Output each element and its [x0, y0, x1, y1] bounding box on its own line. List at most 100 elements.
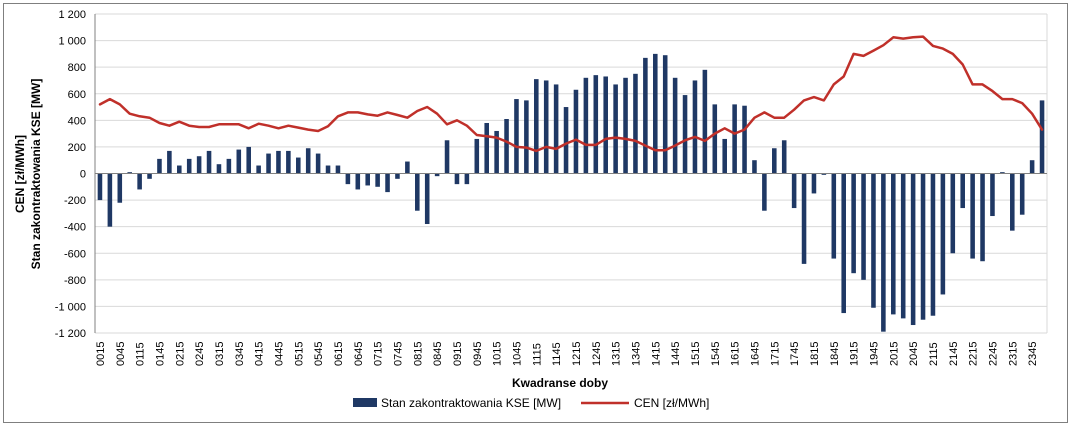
- bar: [851, 173, 856, 274]
- bar: [325, 165, 331, 174]
- legend-label-line: CEN [zł/MWh]: [634, 396, 709, 410]
- x-tick-label: 1215: [571, 342, 583, 366]
- bar: [305, 148, 311, 174]
- bar: [375, 173, 380, 187]
- bar: [1000, 172, 1005, 174]
- bar: [504, 119, 509, 174]
- bar: [276, 150, 281, 174]
- bar: [692, 80, 698, 174]
- x-tick-label: 0415: [254, 342, 266, 366]
- bar: [474, 138, 480, 174]
- x-axis-title: Kwadranse doby: [512, 376, 608, 390]
- x-tick-label: 0615: [333, 342, 345, 366]
- bar: [216, 164, 222, 174]
- bar-series: [97, 53, 1045, 332]
- bar: [434, 173, 440, 177]
- y-tick-label: 0: [80, 169, 86, 181]
- bar: [454, 173, 460, 185]
- y-tick-label: 1 200: [58, 9, 86, 21]
- bar: [811, 173, 817, 194]
- x-tick-label: 0315: [214, 342, 226, 366]
- bar: [762, 173, 767, 211]
- x-tick-label: 1945: [868, 342, 880, 366]
- x-tick-label: 0515: [293, 342, 305, 366]
- bar: [712, 104, 718, 174]
- x-tick-label: 2345: [1027, 342, 1039, 366]
- bar: [970, 173, 975, 259]
- bar: [484, 122, 489, 174]
- x-tick-label: 0645: [353, 342, 365, 366]
- bar: [1029, 160, 1035, 174]
- y-tick-label: 800: [68, 62, 86, 74]
- x-tick-label: 1745: [789, 342, 801, 366]
- bar: [444, 140, 450, 174]
- bar: [266, 153, 271, 174]
- bar: [980, 173, 985, 262]
- bar: [395, 173, 400, 179]
- bar: [177, 165, 182, 174]
- bar: [722, 138, 727, 174]
- x-tick-labels: 0015 0045 0115 0145 0215 0245 0315 0345 0415 0445…: [95, 342, 1039, 366]
- bar: [157, 158, 162, 174]
- bar: [186, 158, 192, 174]
- bar: [415, 173, 420, 211]
- x-tick-label: 0145: [154, 342, 166, 366]
- x-tick-label: 1515: [690, 342, 702, 366]
- bar: [643, 57, 648, 174]
- bar: [702, 69, 708, 174]
- bar: [335, 165, 341, 174]
- price-line: [98, 35, 1044, 153]
- bar: [910, 173, 916, 326]
- bar: [385, 173, 390, 193]
- bar: [593, 75, 599, 174]
- bar: [623, 77, 628, 174]
- bar: [424, 173, 430, 225]
- bar: [821, 173, 827, 175]
- y-tick-label: 1 000: [58, 36, 86, 48]
- bar: [563, 107, 569, 174]
- x-tick-label: 1315: [611, 342, 623, 366]
- x-tick-label: 2045: [908, 342, 920, 366]
- bar: [1039, 100, 1045, 174]
- bar: [881, 173, 886, 332]
- x-tick-label: 0045: [115, 342, 127, 366]
- bar: [147, 173, 152, 179]
- bar: [226, 158, 232, 174]
- x-tick-label: 1645: [749, 342, 761, 366]
- bar: [772, 148, 777, 174]
- x-tick-label: 1015: [492, 342, 504, 366]
- x-tick-label: 1145: [551, 342, 563, 366]
- bar: [861, 173, 866, 280]
- y-tick-label: -800: [64, 275, 86, 287]
- bar: [990, 173, 995, 217]
- bar: [940, 173, 946, 295]
- bar: [494, 130, 499, 174]
- bar: [206, 150, 212, 174]
- x-tick-label: 0015: [95, 342, 107, 366]
- y-tick-label: -600: [64, 248, 86, 260]
- bar: [167, 150, 172, 174]
- bar: [841, 173, 846, 314]
- bar: [930, 173, 936, 316]
- bar: [405, 161, 410, 174]
- x-tick-label: 1715: [769, 342, 781, 366]
- bar: [633, 73, 638, 174]
- bar: [296, 157, 301, 174]
- bar: [355, 173, 361, 190]
- x-tick-label: 1045: [511, 342, 523, 366]
- x-tick-label: 2315: [1007, 342, 1019, 366]
- x-tick-label: 1845: [829, 342, 841, 366]
- bar: [801, 173, 807, 264]
- x-tick-label: 0445: [273, 342, 285, 366]
- legend-swatch-bars: [353, 398, 377, 407]
- y-tick-label: -1 200: [55, 328, 86, 340]
- bar: [286, 150, 291, 174]
- bar: [583, 77, 589, 174]
- x-tick-label: 0215: [174, 342, 186, 366]
- bar: [613, 84, 618, 174]
- x-tick-label: 0945: [472, 342, 484, 366]
- y-axis-title-line-2: Stan zakontraktowania KSE [MW]: [29, 79, 43, 270]
- x-tick-label: 1815: [809, 342, 821, 366]
- x-tick-label: 1915: [849, 342, 861, 366]
- bar: [236, 149, 242, 174]
